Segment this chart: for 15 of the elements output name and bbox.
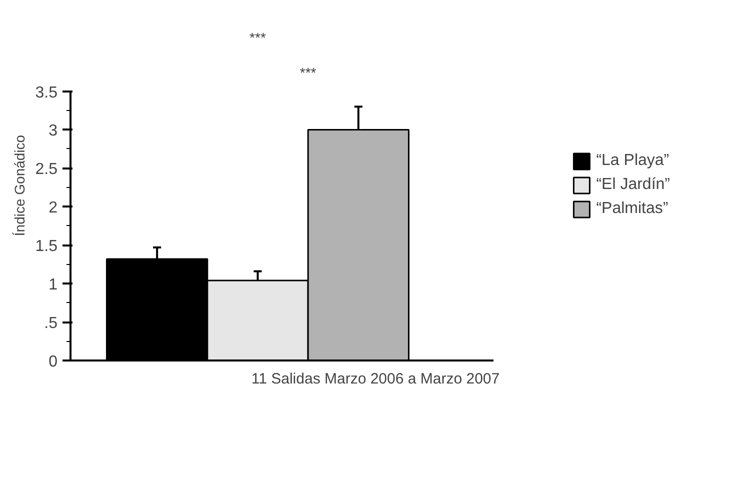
text: *** — [300, 64, 317, 80]
legend-label: “La Playa” — [596, 152, 670, 170]
text: *** — [250, 29, 266, 46]
x-axis-title: 11 Salidas Marzo 2006 a Marzo 2007 — [251, 370, 500, 388]
y-tick-label: 1.5 — [35, 238, 58, 256]
legend-label: “Palmitas” — [596, 200, 668, 218]
y-tick-label: 3 — [48, 122, 58, 140]
y-tick-label: 3.5 — [35, 84, 58, 102]
y-tick-label: 1 — [48, 276, 58, 294]
legend-label: “El Jardín” — [596, 176, 670, 194]
y-axis-title: Índice Gonádico — [11, 134, 28, 236]
y-tick-label: .5 — [44, 315, 58, 332]
y-tick-label: 2 — [48, 200, 58, 217]
y-tick-label: 0 — [48, 354, 58, 370]
y-tick-label: 2.5 — [35, 161, 58, 178]
